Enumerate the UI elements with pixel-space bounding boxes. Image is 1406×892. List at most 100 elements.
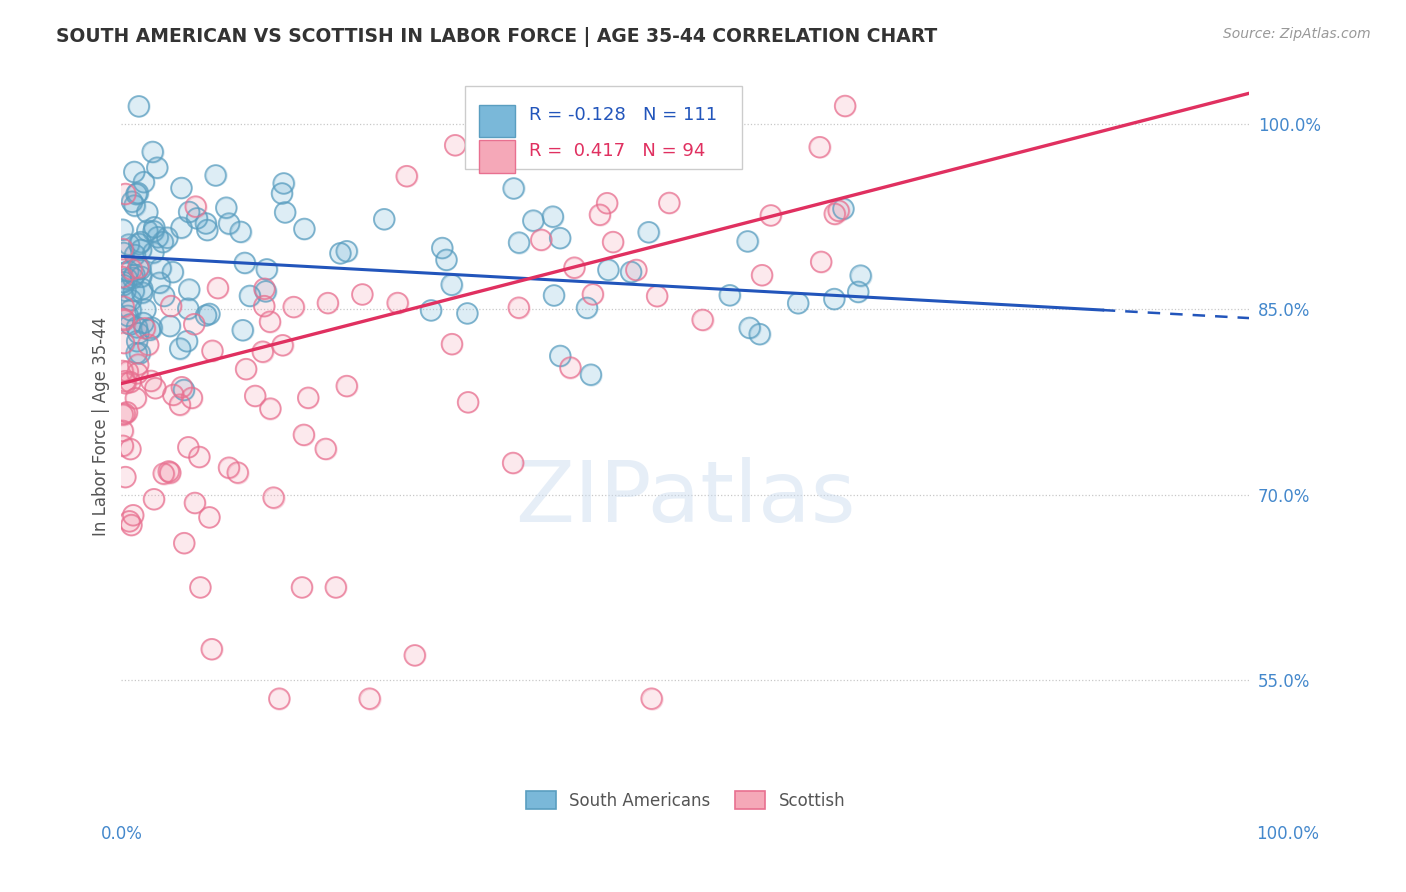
Point	[139, 323, 162, 337]
Point	[444, 138, 467, 153]
Point	[127, 260, 149, 275]
Point	[111, 439, 134, 453]
Point	[111, 222, 134, 236]
Point	[111, 222, 134, 236]
Point	[170, 220, 193, 235]
Point	[194, 217, 217, 231]
Point	[582, 287, 605, 301]
Point	[195, 309, 218, 323]
Point	[125, 392, 148, 406]
Point	[420, 303, 443, 318]
Point	[125, 187, 148, 202]
Point	[316, 296, 339, 310]
Point	[180, 391, 202, 405]
Point	[508, 301, 530, 315]
Point	[176, 334, 198, 349]
Point	[226, 466, 249, 480]
Point	[162, 265, 184, 279]
Point	[201, 343, 224, 358]
Point	[692, 313, 714, 327]
Point	[115, 405, 138, 419]
Point	[457, 395, 479, 409]
Point	[152, 235, 174, 249]
Point	[436, 252, 458, 267]
Point	[173, 536, 195, 550]
Point	[315, 442, 337, 456]
Point	[136, 205, 159, 219]
Point	[325, 581, 347, 595]
Point	[169, 398, 191, 412]
Point	[738, 321, 761, 335]
Text: R = -0.128   N = 111: R = -0.128 N = 111	[529, 106, 717, 124]
Point	[117, 364, 139, 378]
Point	[184, 200, 207, 214]
Point	[195, 309, 218, 323]
Point	[292, 222, 315, 236]
Point	[142, 145, 165, 159]
Point	[195, 223, 218, 237]
Point	[404, 648, 426, 663]
Text: ZIPatlas: ZIPatlas	[515, 457, 856, 540]
Point	[198, 510, 221, 524]
Text: 100.0%: 100.0%	[1256, 825, 1319, 843]
Point	[156, 230, 179, 244]
Point	[136, 224, 159, 238]
Point	[658, 195, 681, 210]
Point	[218, 217, 240, 231]
Point	[637, 225, 659, 239]
Point	[114, 374, 136, 388]
Point	[271, 338, 294, 352]
Point	[243, 389, 266, 403]
Point	[129, 269, 152, 284]
Point	[824, 207, 846, 221]
Point	[548, 349, 571, 363]
Point	[352, 287, 374, 301]
Point	[204, 169, 226, 183]
Point	[179, 283, 201, 297]
Point	[508, 301, 530, 315]
Point	[112, 300, 135, 314]
Point	[195, 223, 218, 237]
Point	[170, 220, 193, 235]
Point	[751, 268, 773, 283]
Point	[787, 296, 810, 310]
Point	[292, 427, 315, 442]
Point	[114, 284, 136, 298]
Point	[139, 374, 162, 388]
Point	[112, 312, 135, 326]
Point	[129, 243, 152, 257]
Point	[273, 177, 295, 191]
Point	[111, 270, 134, 285]
Point	[142, 224, 165, 238]
Point	[596, 196, 619, 211]
Point	[271, 338, 294, 352]
Point	[120, 303, 142, 318]
Point	[325, 581, 347, 595]
Point	[263, 491, 285, 505]
Point	[292, 427, 315, 442]
Point	[169, 342, 191, 356]
Point	[207, 281, 229, 295]
Point	[127, 326, 149, 341]
Point	[117, 309, 139, 323]
Point	[198, 307, 221, 321]
Point	[159, 318, 181, 333]
Point	[118, 514, 141, 528]
Point	[129, 235, 152, 249]
Point	[114, 470, 136, 484]
Point	[159, 466, 181, 480]
Point	[127, 186, 149, 200]
Point	[111, 242, 134, 256]
Point	[548, 137, 571, 152]
Text: 0.0%: 0.0%	[101, 825, 143, 843]
Point	[548, 349, 571, 363]
Point	[124, 198, 146, 212]
Point	[142, 492, 165, 507]
Point	[117, 264, 139, 278]
Point	[124, 165, 146, 179]
Point	[440, 337, 463, 351]
Point	[122, 284, 145, 298]
Point	[824, 207, 846, 221]
Point	[115, 405, 138, 419]
Point	[252, 344, 274, 359]
